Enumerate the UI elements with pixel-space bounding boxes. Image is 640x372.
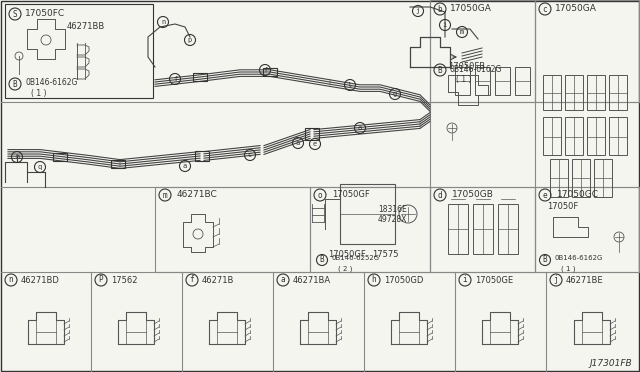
Text: 46271B: 46271B: [202, 276, 234, 285]
Text: 17050GC: 17050GC: [557, 190, 599, 199]
Bar: [495, 67, 510, 95]
Text: 17050GE: 17050GE: [475, 276, 513, 285]
Bar: [515, 67, 530, 95]
Text: j: j: [554, 276, 558, 285]
Text: 46271BD: 46271BD: [21, 276, 60, 285]
Bar: [535, 0, 639, 102]
Bar: [609, 117, 627, 155]
Text: m: m: [460, 29, 464, 35]
Bar: [455, 67, 470, 95]
Text: h: h: [15, 154, 19, 160]
Bar: [310, 187, 430, 272]
Bar: [53, 153, 67, 161]
Text: B: B: [543, 256, 547, 264]
Bar: [543, 75, 561, 110]
Text: 17562: 17562: [111, 276, 138, 285]
Text: b: b: [438, 4, 442, 13]
Text: a: a: [358, 125, 362, 131]
Text: f: f: [173, 76, 177, 82]
Bar: [473, 204, 493, 254]
Bar: [565, 117, 583, 155]
Bar: [155, 187, 310, 272]
Bar: [587, 75, 605, 110]
Text: 18316E: 18316E: [378, 205, 407, 214]
Bar: [550, 159, 568, 197]
Bar: [609, 75, 627, 110]
Bar: [475, 67, 490, 95]
Text: J17301FB: J17301FB: [589, 359, 632, 368]
Text: o: o: [317, 190, 323, 199]
Text: i: i: [443, 22, 447, 28]
Bar: [5, 4, 153, 98]
Text: 17575: 17575: [372, 250, 399, 259]
Text: 17050F: 17050F: [547, 202, 579, 211]
Bar: [430, 187, 535, 272]
Text: c: c: [248, 152, 252, 158]
Text: n: n: [9, 276, 13, 285]
Text: 0B146-6252G: 0B146-6252G: [332, 255, 380, 261]
Text: c: c: [543, 4, 547, 13]
Bar: [594, 159, 612, 197]
Text: ( 1 ): ( 1 ): [31, 89, 47, 98]
Text: S: S: [13, 10, 17, 19]
Bar: [111, 160, 125, 168]
Text: B: B: [438, 65, 442, 74]
Text: e: e: [543, 190, 547, 199]
Bar: [448, 204, 468, 254]
Bar: [498, 204, 518, 254]
Bar: [572, 159, 590, 197]
Text: g: g: [393, 91, 397, 97]
Text: 46271BA: 46271BA: [293, 276, 331, 285]
Text: 46271BE: 46271BE: [566, 276, 604, 285]
Bar: [263, 68, 277, 76]
Text: m: m: [163, 190, 167, 199]
Text: q: q: [38, 164, 42, 170]
Bar: [535, 187, 639, 272]
Text: a: a: [281, 276, 285, 285]
Text: 17050FC: 17050FC: [25, 9, 65, 18]
Text: 17050GA: 17050GA: [450, 4, 492, 13]
Text: 17050GA: 17050GA: [555, 4, 597, 13]
Text: 17050FB: 17050FB: [448, 62, 485, 71]
Text: l: l: [348, 82, 352, 88]
Text: i: i: [463, 276, 467, 285]
Text: n: n: [161, 19, 165, 25]
Text: f: f: [189, 276, 195, 285]
Text: 17050GD: 17050GD: [384, 276, 424, 285]
Text: 0B146-6162G: 0B146-6162G: [555, 255, 604, 261]
Bar: [195, 151, 209, 161]
Text: f: f: [263, 67, 267, 73]
Text: 46271BC: 46271BC: [177, 190, 218, 199]
Text: d: d: [438, 190, 442, 199]
Bar: [193, 73, 207, 81]
Bar: [305, 128, 319, 140]
Bar: [543, 117, 561, 155]
Bar: [587, 117, 605, 155]
Text: a: a: [183, 163, 187, 169]
Text: 17050GF: 17050GF: [332, 190, 370, 199]
Text: 17050GB: 17050GB: [452, 190, 494, 199]
Bar: [565, 75, 583, 110]
Text: ( 1 ): ( 1 ): [561, 265, 575, 272]
Text: ( 1 ): ( 1 ): [456, 75, 472, 84]
Text: j: j: [416, 8, 420, 14]
Bar: [340, 184, 395, 244]
Text: a: a: [296, 140, 300, 146]
Text: 17050GF: 17050GF: [328, 250, 365, 259]
Text: B: B: [320, 256, 324, 264]
Text: e: e: [313, 141, 317, 147]
Text: p: p: [188, 37, 192, 43]
Text: 49728X: 49728X: [378, 215, 408, 224]
Bar: [430, 0, 535, 102]
Text: ( 2 ): ( 2 ): [338, 265, 353, 272]
Text: P: P: [99, 276, 103, 285]
Text: 46271BB: 46271BB: [67, 22, 105, 31]
Text: 0B146-6162G: 0B146-6162G: [25, 78, 77, 87]
Text: B: B: [13, 80, 17, 89]
Text: 0B146-6162G: 0B146-6162G: [450, 65, 502, 74]
Text: h: h: [372, 276, 376, 285]
